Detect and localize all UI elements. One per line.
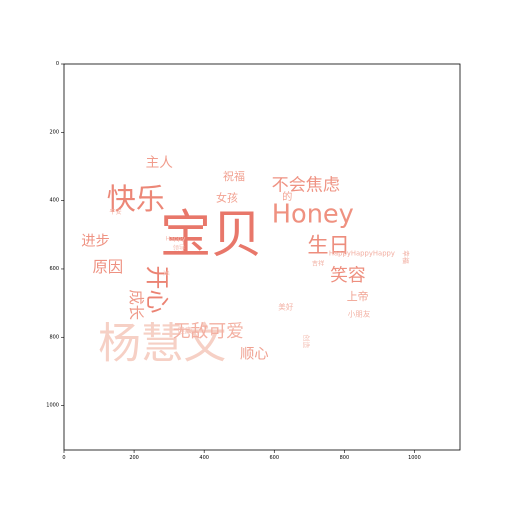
- word-13: 主人: [146, 155, 174, 171]
- word-22: HappyHappyHappy: [329, 250, 395, 258]
- word-16: 的: [282, 190, 292, 203]
- word-23: 幸福: [402, 250, 411, 264]
- x-tick-label: 800: [340, 455, 350, 461]
- word-15: 女孩: [216, 190, 238, 204]
- word-19: Happy: [166, 236, 186, 243]
- word-21: 吉祥: [312, 259, 324, 267]
- word-2: Honey: [272, 199, 354, 229]
- y-tick-label: 600: [49, 266, 59, 272]
- y-axis: 0 200 400 600 800 1000: [46, 61, 64, 409]
- y-tick-label: 0: [56, 61, 59, 67]
- word-12: 顺心: [240, 345, 269, 362]
- x-tick-label: 200: [129, 455, 139, 461]
- word-25: 小朋友: [348, 309, 371, 319]
- word-6: 不会焦虑: [272, 175, 340, 195]
- word-9: 进步: [81, 233, 110, 250]
- word-8: 无敌可爱: [173, 321, 244, 342]
- word-3: 快乐: [107, 182, 165, 216]
- word-17: 上帝: [347, 289, 369, 303]
- word-14: 祝福: [223, 169, 245, 183]
- word-0: 宝贝: [160, 205, 262, 265]
- word-11: 成长: [127, 289, 145, 320]
- y-tick-label: 400: [49, 198, 59, 204]
- x-tick-label: 1000: [408, 455, 421, 461]
- x-tick-label: 600: [269, 455, 279, 461]
- y-tick-label: 200: [49, 129, 59, 135]
- word-26: 健康: [177, 325, 193, 335]
- word-27: 爱: [162, 270, 170, 276]
- word-5: 生日: [307, 233, 349, 258]
- word-1: 杨慧文: [98, 319, 226, 369]
- x-tick-label: 400: [199, 455, 209, 461]
- word-4: 开心: [143, 266, 171, 314]
- word-24: 美好: [278, 302, 294, 312]
- word-10: 原因: [92, 258, 123, 276]
- x-tick-label: 0: [62, 455, 65, 461]
- plot-area: [63, 63, 461, 451]
- word-28: 创造: [302, 335, 311, 349]
- y-tick-label: 800: [49, 334, 59, 340]
- word-20: 领导: [173, 244, 185, 252]
- y-tick-label: 1000: [46, 403, 59, 409]
- word-18: 平安: [109, 208, 121, 216]
- word-7: 笑容: [330, 265, 366, 286]
- x-axis: 0 200 400 600 800 1000: [62, 450, 421, 461]
